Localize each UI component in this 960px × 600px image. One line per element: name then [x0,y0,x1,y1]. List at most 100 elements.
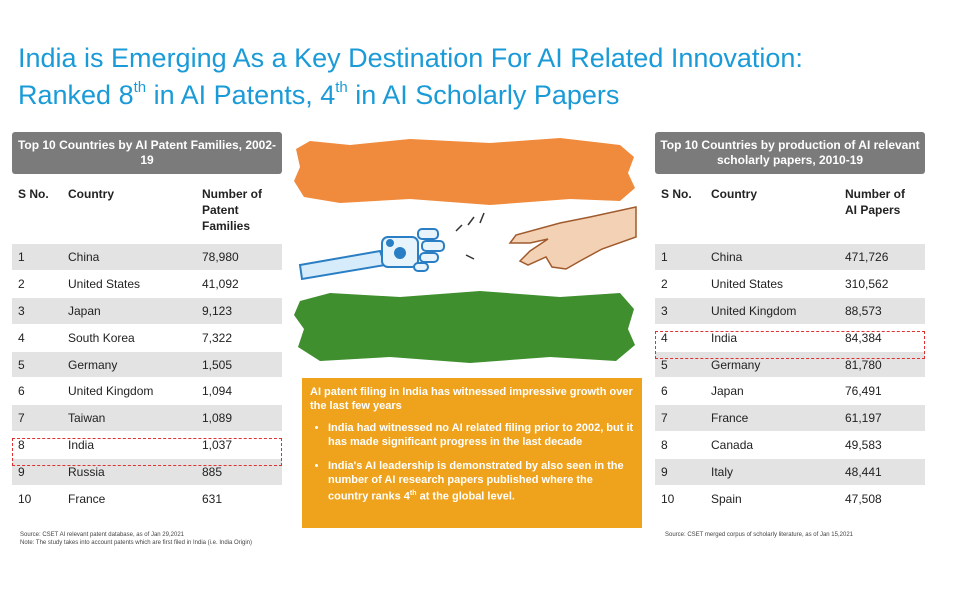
column-header: S No. [18,187,49,201]
rank-cell: 8 [655,431,705,459]
column-header: Number of Patent Families [202,187,262,233]
patent-table-header: S No. Country Number of Patent Families [12,180,282,244]
papers-table: S No. Country Number of AI Papers 1 China… [655,180,925,513]
robot-hand-icon [298,228,445,281]
rank-cell: 7 [12,404,62,433]
country-cell: United Kingdom [62,377,196,406]
papers-table-header: S No. Country Number of AI Papers [655,180,925,244]
table-row: 1 China 78,980 [12,244,282,272]
value-cell: 7,322 [196,324,282,352]
left-note: Note: The study takes into account paten… [20,540,253,546]
table-row: 4 South Korea 7,322 [12,324,282,352]
info-bullet-sup: th [409,490,417,497]
value-cell: 9,123 [196,297,282,325]
value-cell: 1,037 [196,431,282,459]
saffron-brush-stroke [294,138,635,205]
country-cell: Taiwan [62,404,196,433]
rank-cell: 6 [655,377,705,406]
left-source: Source: CSET AI relevant patent database… [20,532,184,538]
country-cell: Spain [705,485,839,513]
table-row: 5 Germany 1,505 [12,351,282,379]
human-hand-icon [508,206,637,270]
country-cell: United Kingdom [705,297,839,325]
title-line-2-prefix: Ranked 8 [18,80,134,110]
value-cell: 49,583 [839,431,925,459]
rank-cell: 7 [655,404,705,433]
rank-cell: 3 [655,297,705,325]
table-row: 6 Japan 76,491 [655,377,925,406]
table-row: 1 China 471,726 [655,244,925,272]
left-table-heading: Top 10 Countries by AI Patent Families, … [12,132,282,174]
table-row: 3 United Kingdom 88,573 [655,297,925,325]
page-title: India is Emerging As a Key Destination F… [18,40,948,114]
title-line-2-suffix: in AI Scholarly Papers [347,80,620,110]
title-line-2-mid: in AI Patents, 4 [146,80,336,110]
table-row: 3 Japan 9,123 [12,297,282,325]
value-cell: 48,441 [839,458,925,486]
table-row: 2 United States 41,092 [12,270,282,299]
table-row: 9 Russia 885 [12,458,282,486]
table-row: 8 Canada 49,583 [655,431,925,459]
left-source-note: Source: CSET AI relevant patent database… [20,531,290,547]
value-cell: 1,505 [196,351,282,379]
column-header: Country [68,187,114,201]
column-header: Country [711,187,757,201]
country-cell: Canada [705,431,839,459]
title-sup-1: th [133,79,147,96]
value-cell: 310,562 [839,270,925,299]
rank-cell: 10 [12,485,62,513]
value-cell: 1,089 [196,404,282,433]
country-cell: China [705,244,839,272]
country-cell: India [705,324,839,352]
title-line-2: Ranked 8th in AI Patents, 4th in AI Scho… [18,77,948,114]
flag-illustration [294,138,637,363]
table-row: 2 United States 310,562 [655,270,925,299]
rank-cell: 9 [12,458,62,486]
right-source-note: Source: CSET merged corpus of scholarly … [665,531,935,539]
value-cell: 84,384 [839,324,925,352]
country-cell: France [705,404,839,433]
rank-cell: 1 [655,244,705,272]
value-cell: 47,508 [839,485,925,513]
country-cell: France [62,485,196,513]
info-bullet-text-end: at the global level. [416,490,515,503]
table-row-india: 8 India 1,037 [12,431,282,459]
country-cell: United States [62,270,196,299]
table-row: 10 France 631 [12,485,282,513]
title-sup-2: th [335,79,348,96]
spark-lines [455,212,485,260]
info-box: AI patent filing in India has witnessed … [302,378,642,528]
country-cell: India [62,431,196,459]
right-table-heading: Top 10 Countries by production of AI rel… [655,132,925,174]
rank-cell: 2 [655,270,705,299]
info-bullet: India's AI leadership is demonstrated by… [328,459,634,504]
table-row: 7 France 61,197 [655,404,925,433]
value-cell: 41,092 [196,270,282,299]
country-cell: Russia [62,458,196,486]
table-row: 5 Germany 81,780 [655,351,925,379]
country-cell: South Korea [62,324,196,352]
country-cell: Germany [62,351,196,379]
rank-cell: 9 [655,458,705,486]
value-cell: 78,980 [196,244,282,272]
table-row-india: 4 India 84,384 [655,324,925,352]
value-cell: 61,197 [839,404,925,433]
rank-cell: 10 [655,485,705,513]
value-cell: 1,094 [196,377,282,406]
rank-cell: 2 [12,270,62,299]
value-cell: 81,780 [839,351,925,379]
value-cell: 88,573 [839,297,925,325]
column-header: Number of AI Papers [845,187,905,217]
table-row: 10 Spain 47,508 [655,485,925,513]
country-cell: Germany [705,351,839,379]
rank-cell: 3 [12,297,62,325]
country-cell: Italy [705,458,839,486]
rank-cell: 1 [12,244,62,272]
rank-cell: 4 [12,324,62,352]
title-line-1: India is Emerging As a Key Destination F… [18,43,803,73]
table-row: 6 United Kingdom 1,094 [12,377,282,406]
column-header: S No. [661,187,692,201]
info-bullet-list: India had witnessed no AI related filing… [310,421,634,504]
value-cell: 76,491 [839,377,925,406]
info-bullet-text: India's AI leadership is demonstrated by… [328,460,624,503]
